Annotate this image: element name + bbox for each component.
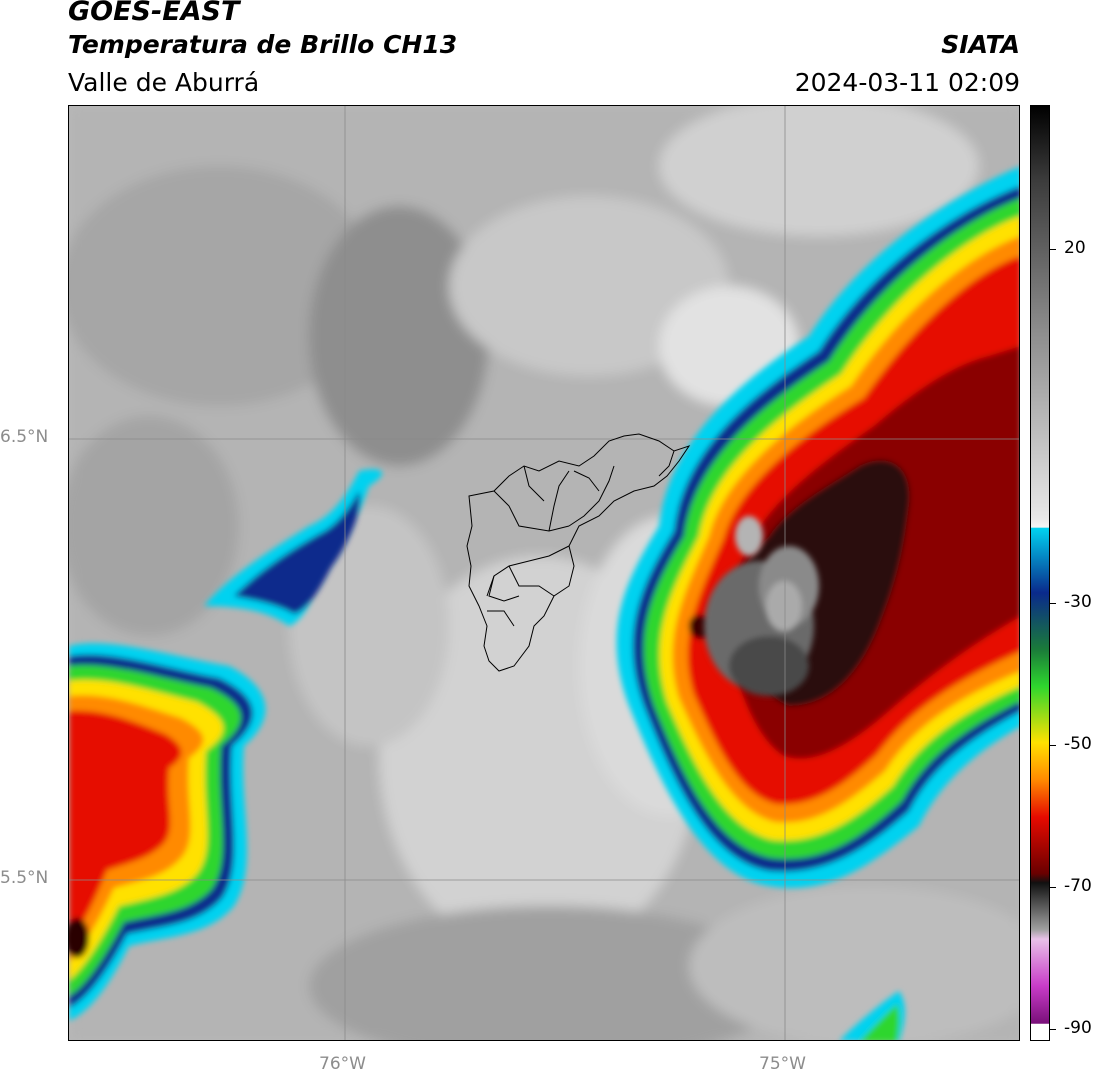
colorbar-label-neg70: -70 bbox=[1064, 876, 1092, 896]
colorbar-label-neg30: -30 bbox=[1064, 592, 1092, 612]
colorbar-tick bbox=[1050, 603, 1056, 604]
lat-label-6-5: 6.5°N bbox=[0, 427, 49, 447]
colorbar-label-20: 20 bbox=[1064, 238, 1086, 258]
lat-label-5-5: 5.5°N bbox=[0, 868, 49, 888]
lon-label-75w: 75°W bbox=[759, 1054, 806, 1074]
colorbar-tick bbox=[1050, 745, 1056, 746]
colorbar bbox=[1030, 105, 1050, 1041]
map-image bbox=[69, 106, 1019, 1040]
colorbar-tick bbox=[1050, 887, 1056, 888]
timestamp-label: 2024-03-11 02:09 bbox=[794, 68, 1020, 97]
organization-label: SIATA bbox=[941, 30, 1020, 59]
municipal-boundaries bbox=[466, 433, 691, 672]
colorbar-gradient bbox=[1031, 106, 1049, 1040]
satellite-title: GOES-EAST bbox=[68, 0, 240, 27]
colorbar-tick bbox=[1050, 249, 1056, 250]
lon-label-76w: 76°W bbox=[319, 1054, 366, 1074]
colorbar-label-neg50: -50 bbox=[1064, 734, 1092, 754]
region-title: Valle de Aburrá bbox=[68, 68, 260, 97]
colorbar-label-neg90: -90 bbox=[1064, 1018, 1092, 1038]
colorbar-tick bbox=[1050, 1029, 1056, 1030]
satellite-map[interactable] bbox=[68, 105, 1020, 1041]
product-title: Temperatura de Brillo CH13 bbox=[68, 30, 458, 59]
